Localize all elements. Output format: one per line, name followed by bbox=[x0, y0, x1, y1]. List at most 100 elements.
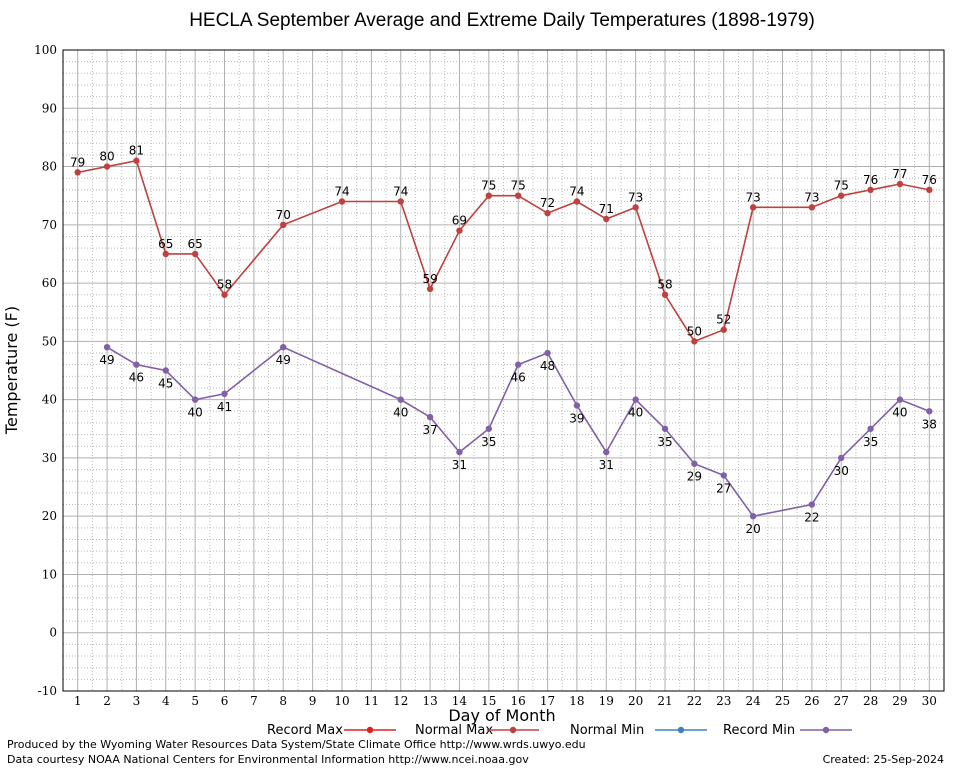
x-tick-label: 30 bbox=[922, 694, 937, 708]
data-label: 20 bbox=[745, 522, 760, 536]
y-tick-label: 80 bbox=[42, 160, 57, 174]
data-label: 75 bbox=[481, 179, 496, 193]
data-label: 48 bbox=[540, 359, 555, 373]
data-label: 29 bbox=[687, 470, 702, 484]
data-label: 50 bbox=[687, 324, 702, 338]
data-label: 74 bbox=[334, 185, 349, 199]
x-tick-label: 25 bbox=[775, 694, 790, 708]
legend: Record Max Normal Max Normal Min Record Min bbox=[267, 723, 852, 738]
data-point bbox=[808, 501, 816, 508]
data-label: 65 bbox=[158, 237, 173, 251]
data-label: 76 bbox=[922, 173, 937, 187]
data-point bbox=[456, 227, 463, 234]
y-tick-label: 70 bbox=[42, 218, 57, 232]
data-label: 74 bbox=[393, 185, 408, 199]
x-tick-label: 22 bbox=[687, 694, 702, 708]
y-tick-label: 100 bbox=[34, 43, 57, 57]
y-tick-label: 40 bbox=[42, 393, 57, 407]
data-label: 35 bbox=[863, 435, 878, 449]
y-axis-label: Temperature (F) bbox=[2, 306, 21, 435]
x-tick-label: 9 bbox=[309, 694, 317, 708]
x-tick-label: 7 bbox=[250, 694, 258, 708]
data-point bbox=[808, 204, 816, 211]
legend-label: Record Min bbox=[723, 723, 795, 738]
footer-created: Created: 25-Sep-2024 bbox=[823, 753, 944, 766]
data-point bbox=[867, 425, 874, 432]
grid-layer bbox=[63, 49, 945, 692]
data-label: 27 bbox=[716, 481, 731, 495]
data-label: 49 bbox=[276, 353, 291, 367]
data-point bbox=[514, 192, 522, 199]
y-tick-label: 10 bbox=[42, 567, 57, 581]
data-label: 69 bbox=[452, 214, 467, 228]
data-point bbox=[573, 402, 581, 409]
data-label: 39 bbox=[569, 411, 584, 425]
data-point bbox=[720, 472, 727, 479]
data-point bbox=[280, 221, 287, 229]
legend-marker bbox=[366, 726, 374, 734]
x-tick-label: 6 bbox=[221, 694, 229, 708]
series-line bbox=[77, 159, 930, 343]
data-point bbox=[838, 454, 845, 462]
legend-label: Record Max bbox=[267, 723, 343, 738]
y-tick-label: 60 bbox=[42, 276, 57, 290]
data-label: 65 bbox=[188, 237, 203, 251]
data-point bbox=[162, 250, 169, 258]
data-point bbox=[456, 448, 463, 456]
data-point bbox=[544, 209, 551, 217]
x-tick-label: 21 bbox=[657, 694, 672, 708]
data-label: 81 bbox=[129, 144, 144, 158]
data-point bbox=[749, 204, 757, 211]
data-point bbox=[426, 285, 434, 293]
data-point bbox=[838, 192, 845, 199]
data-label: 75 bbox=[834, 179, 849, 193]
data-label: 30 bbox=[834, 464, 849, 478]
legend-marker bbox=[822, 726, 830, 734]
x-tick-label: 8 bbox=[279, 694, 287, 708]
data-point bbox=[338, 198, 346, 205]
data-point bbox=[397, 396, 404, 403]
x-tick-label: 17 bbox=[540, 694, 555, 708]
legend-label: Normal Max bbox=[415, 723, 493, 738]
data-point bbox=[691, 460, 698, 467]
data-label: 80 bbox=[99, 150, 114, 164]
x-tick-label: 23 bbox=[716, 694, 731, 708]
data-label: 31 bbox=[599, 458, 614, 472]
data-label: 40 bbox=[188, 406, 203, 420]
data-point bbox=[632, 396, 639, 403]
data-label: 79 bbox=[70, 155, 85, 169]
x-tick-label: 29 bbox=[892, 694, 907, 708]
data-label: 49 bbox=[99, 353, 114, 367]
x-tick-label: 16 bbox=[511, 694, 526, 708]
data-point bbox=[573, 198, 581, 205]
data-label: 52 bbox=[716, 313, 731, 327]
x-tick-label: 28 bbox=[863, 694, 878, 708]
footer-produced-by: Produced by the Wyoming Water Resources … bbox=[7, 738, 586, 751]
data-label: 37 bbox=[422, 423, 437, 437]
data-label: 35 bbox=[481, 435, 496, 449]
data-label: 59 bbox=[422, 272, 437, 286]
data-label: 58 bbox=[657, 278, 672, 292]
y-tick-label: 30 bbox=[42, 451, 57, 465]
x-tick-label: 11 bbox=[364, 694, 379, 708]
x-tick-label: 5 bbox=[191, 694, 199, 708]
data-label: 73 bbox=[628, 190, 643, 204]
data-point bbox=[661, 291, 669, 298]
data-label: 38 bbox=[922, 417, 937, 431]
x-tick-label: 4 bbox=[162, 694, 170, 708]
data-label: 35 bbox=[657, 435, 672, 449]
data-point bbox=[162, 367, 169, 374]
x-tick-label: 24 bbox=[745, 694, 761, 708]
y-tick-label: 50 bbox=[42, 334, 57, 348]
y-tick-label: 20 bbox=[42, 509, 57, 523]
x-tick-label: 26 bbox=[804, 694, 819, 708]
legend-label: Normal Min bbox=[570, 723, 644, 738]
y-tick-label: 90 bbox=[42, 101, 57, 115]
x-tick-label: 3 bbox=[133, 694, 141, 708]
y-tick-label: -10 bbox=[38, 684, 57, 698]
data-label: 76 bbox=[863, 173, 878, 187]
data-label: 70 bbox=[276, 208, 291, 222]
data-point bbox=[896, 396, 904, 403]
data-point bbox=[485, 192, 493, 199]
